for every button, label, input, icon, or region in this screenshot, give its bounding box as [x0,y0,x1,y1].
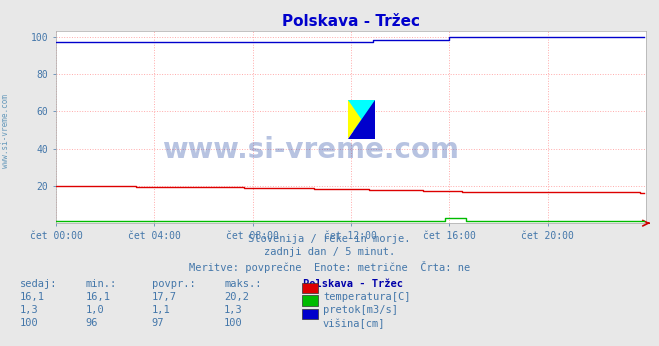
Text: pretok[m3/s]: pretok[m3/s] [323,305,398,315]
Text: sedaj:: sedaj: [20,279,57,289]
Text: min.:: min.: [86,279,117,289]
Text: 1,1: 1,1 [152,305,170,315]
Title: Polskava - Tržec: Polskava - Tržec [282,13,420,29]
Text: Slovenija / reke in morje.: Slovenija / reke in morje. [248,234,411,244]
Text: 1,3: 1,3 [20,305,38,315]
Text: www.si-vreme.com: www.si-vreme.com [162,136,459,164]
Polygon shape [348,100,374,139]
Text: zadnji dan / 5 minut.: zadnji dan / 5 minut. [264,247,395,257]
Text: 16,1: 16,1 [86,292,111,302]
Text: 1,3: 1,3 [224,305,243,315]
Text: 97: 97 [152,318,164,328]
Text: 17,7: 17,7 [152,292,177,302]
Text: višina[cm]: višina[cm] [323,318,386,329]
Bar [348,100,372,131]
Text: 96: 96 [86,318,98,328]
Text: povpr.:: povpr.: [152,279,195,289]
Polygon shape [348,100,374,139]
Bar [348,100,372,131]
Text: Meritve: povprečne  Enote: metrične  Črta: ne: Meritve: povprečne Enote: metrične Črta:… [189,261,470,273]
Text: www.si-vreme.com: www.si-vreme.com [1,94,10,169]
Text: temperatura[C]: temperatura[C] [323,292,411,302]
Text: 16,1: 16,1 [20,292,45,302]
Text: 1,0: 1,0 [86,305,104,315]
Polygon shape [348,100,374,139]
Text: 100: 100 [224,318,243,328]
Text: Polskava - Tržec: Polskava - Tržec [303,279,403,289]
Text: 20,2: 20,2 [224,292,249,302]
Text: maks.:: maks.: [224,279,262,289]
Text: 100: 100 [20,318,38,328]
